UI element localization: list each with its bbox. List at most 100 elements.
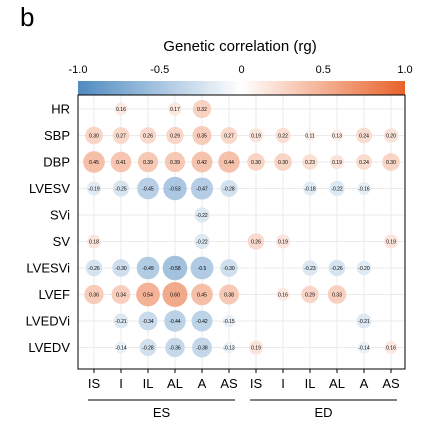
correlation-value-label: -0.18	[304, 186, 316, 192]
correlation-circle	[220, 259, 238, 277]
correlation-value-label: -0.34	[142, 319, 154, 325]
correlation-value-label: -0.21	[115, 319, 127, 325]
correlation-value-label: 0.60	[170, 292, 180, 298]
plot-frame	[77, 94, 406, 370]
correlation-circle	[357, 182, 371, 195]
correlation-circle	[327, 285, 347, 304]
correlation-value-label: 0.18	[89, 239, 99, 245]
correlation-circle	[194, 207, 210, 223]
correlation-circle	[356, 260, 372, 276]
correlation-circle	[166, 126, 184, 145]
correlation-value-label: 0.42	[197, 160, 207, 166]
correlation-circle	[222, 314, 236, 328]
correlation-circle	[112, 127, 130, 144]
correlation-value-label: -0.22	[196, 213, 208, 219]
correlation-value-label: -0.30	[115, 266, 127, 272]
column-label: AL	[167, 376, 183, 391]
correlation-value-label: 0.11	[305, 133, 315, 139]
correlation-value-label: -0.26	[88, 266, 100, 272]
row-label: LVESV	[29, 181, 70, 196]
correlation-circle	[168, 102, 182, 116]
correlation-value-label: -0.22	[331, 186, 343, 192]
correlation-value-label: 0.19	[386, 239, 396, 245]
correlation-value-label: -0.49	[142, 266, 154, 272]
correlation-circle	[220, 127, 238, 144]
correlation-circle	[85, 126, 103, 145]
colorbar-tick-labels: -1.0 -0.5 0 0.5 1.0	[69, 64, 413, 76]
row-label: LVEDV	[28, 340, 70, 355]
correlation-circle	[274, 153, 292, 171]
correlation-value-label: 0.16	[386, 345, 396, 351]
correlation-value-label: -0.14	[115, 345, 127, 351]
correlation-value-label: 0.19	[278, 239, 288, 245]
correlation-circle	[303, 181, 317, 196]
correlation-circle	[357, 341, 371, 354]
correlation-circle	[191, 310, 213, 332]
correlation-value-label: -0.28	[223, 186, 235, 192]
column-label: A	[198, 376, 207, 391]
correlation-value-label: 0.17	[170, 107, 180, 113]
correlation-circle	[165, 337, 185, 358]
correlation-value-label: -0.38	[196, 345, 208, 351]
correlation-value-label: 0.29	[305, 292, 315, 298]
correlation-circle	[192, 125, 212, 146]
column-label: I	[119, 376, 123, 391]
correlation-value-label: -0.44	[169, 319, 181, 325]
correlation-value-label: -0.15	[223, 319, 235, 325]
colorbar-tick-label: 0	[238, 64, 244, 76]
correlation-circle	[164, 310, 186, 332]
correlation-circle	[328, 259, 346, 277]
correlation-circle	[192, 99, 212, 119]
correlation-value-label: 0.38	[224, 292, 234, 298]
correlation-circle	[194, 233, 210, 250]
correlation-circle	[112, 180, 130, 197]
correlation-value-label: -0.19	[88, 186, 100, 192]
correlation-circle	[85, 259, 103, 277]
correlation-value-label: 0.26	[143, 133, 153, 139]
correlation-value-label: 0.33	[332, 292, 342, 298]
correlation-value-label: -0.36	[169, 345, 181, 351]
correlation-circle	[247, 153, 265, 171]
correlation-circle	[111, 285, 131, 304]
correlation-value-label: 0.19	[332, 160, 342, 166]
column-label: AS	[382, 376, 400, 391]
correlation-value-label: -0.23	[304, 266, 316, 272]
colorbar-tick-label: -1.0	[69, 64, 88, 76]
correlation-value-label: 0.13	[332, 133, 342, 139]
row-label: LVEDVi	[26, 314, 70, 329]
correlation-circle	[164, 151, 186, 173]
correlation-circle	[86, 181, 102, 196]
correlation-circle	[110, 151, 132, 173]
correlation-value-label: 0.20	[386, 133, 396, 139]
correlation-value-label: -0.47	[196, 186, 208, 192]
correlation-circle	[191, 283, 213, 306]
correlation-circle	[356, 127, 372, 144]
row-label: SV	[53, 234, 71, 249]
correlation-circle	[220, 179, 238, 198]
correlation-value-label: 0.24	[359, 160, 369, 166]
column-label: A	[360, 376, 369, 391]
correlation-value-label: -0.30	[223, 266, 235, 272]
correlation-value-label: -0.42	[196, 319, 208, 325]
correlation-value-label: -0.53	[169, 186, 181, 192]
correlation-value-label: 0.34	[116, 292, 126, 298]
correlation-circle	[87, 234, 101, 249]
row-label: LVESVi	[26, 261, 70, 276]
correlation-value-label: 0.24	[359, 133, 369, 139]
correlation-circle	[329, 154, 345, 170]
correlation-value-label: 0.19	[251, 345, 261, 351]
correlation-circle	[192, 337, 212, 358]
colorbar-legend: Genetic correlation (rg) -1.0 -0.5 0 0.5 1.0	[69, 38, 413, 95]
row-label: DBP	[43, 155, 70, 170]
correlation-circle	[136, 256, 160, 280]
correlation-value-label: 0.35	[197, 133, 207, 139]
correlation-circle	[384, 341, 398, 354]
correlation-value-label: 0.32	[197, 107, 207, 113]
column-label: IS	[88, 376, 101, 391]
correlation-circle	[276, 288, 290, 301]
correlation-circle	[190, 256, 214, 280]
correlation-circle	[162, 282, 188, 307]
correlation-circle	[113, 313, 129, 329]
correlation-value-label: 0.41	[116, 160, 126, 166]
